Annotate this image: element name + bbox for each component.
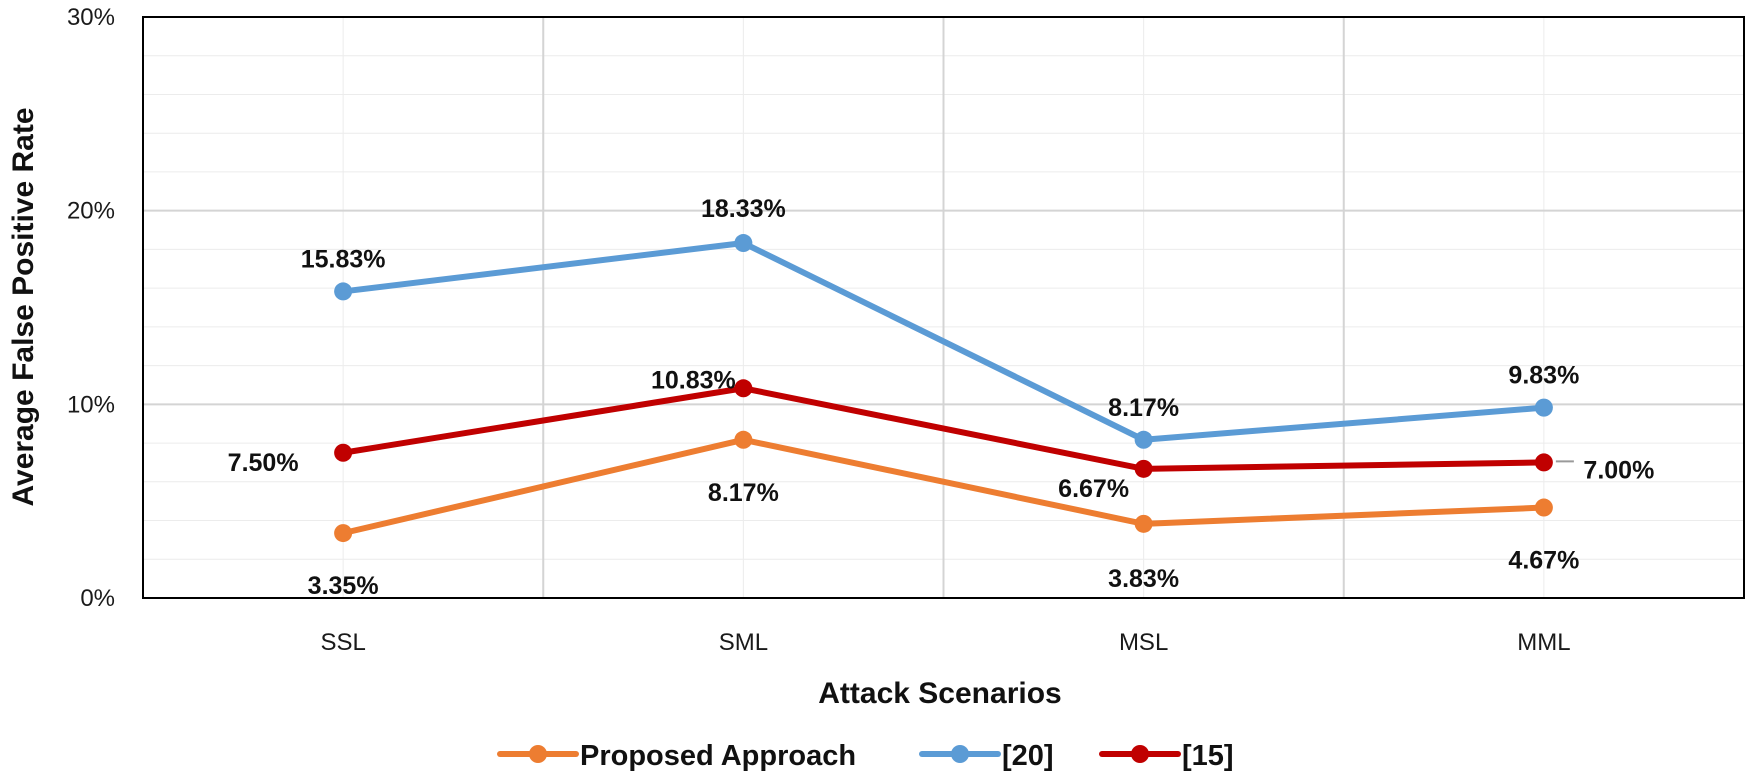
data-point: [334, 524, 353, 543]
data-point: [1134, 430, 1153, 449]
x-tick-label: MSL: [1119, 629, 1168, 656]
data-point: [1134, 459, 1153, 478]
data-labels: 3.35% 8.17% 3.83% 4.67% 15.83% 18.33% 8.17% 9.8…: [228, 195, 1655, 600]
series-line: [340, 436, 1547, 537]
data-label: 8.17%: [1108, 394, 1179, 422]
data-point: [1534, 398, 1553, 417]
legend-label: Proposed Approach: [580, 740, 856, 772]
data-point: [1534, 498, 1553, 517]
x-axis-title: Attack Scenarios: [818, 677, 1061, 710]
data-label: 15.83%: [301, 245, 386, 273]
series-lines: [340, 240, 1547, 537]
data-point: [1534, 453, 1553, 472]
legend: Proposed Approach [20] [15]: [497, 740, 1234, 772]
series-markers: [334, 234, 1553, 543]
data-label: 10.83%: [651, 366, 736, 394]
major-gridlines: [143, 17, 1744, 598]
data-point: [334, 282, 353, 301]
legend-swatch-marker: [951, 745, 969, 763]
y-tick-label: 20%: [67, 198, 115, 225]
y-axis-title: Average False Positive Rate: [7, 107, 40, 506]
data-label: 9.83%: [1508, 362, 1579, 390]
x-axis-tick-labels: SSL SML MSL MML: [320, 629, 1570, 656]
data-point: [334, 443, 353, 462]
legend-swatch-marker: [529, 745, 547, 763]
legend-label: [20]: [1002, 740, 1054, 772]
data-point: [734, 430, 753, 449]
data-label: 6.67%: [1058, 475, 1129, 503]
data-label: 4.67%: [1508, 547, 1579, 575]
legend-swatch-marker: [1131, 745, 1149, 763]
series-line: [340, 385, 1547, 472]
data-label: 3.83%: [1108, 565, 1179, 593]
y-tick-label: 10%: [67, 391, 115, 418]
data-point: [1134, 514, 1153, 533]
data-point: [734, 379, 753, 398]
data-point: [734, 234, 753, 253]
data-label: 7.50%: [228, 449, 299, 477]
legend-label: [15]: [1182, 740, 1234, 772]
data-label: 8.17%: [708, 479, 779, 507]
plot-area-frame: [142, 16, 1745, 599]
x-tick-label: SML: [719, 629, 768, 656]
data-label: 3.35%: [308, 572, 379, 600]
data-label: 18.33%: [701, 195, 786, 223]
data-label: 7.00%: [1583, 456, 1654, 484]
series-line: [340, 240, 1547, 443]
x-tick-label: SSL: [320, 629, 365, 656]
y-tick-label: 0%: [80, 585, 115, 612]
x-tick-label: MML: [1517, 629, 1570, 656]
y-axis-tick-labels: 0% 10% 20% 30%: [67, 4, 115, 612]
y-tick-label: 30%: [67, 4, 115, 31]
